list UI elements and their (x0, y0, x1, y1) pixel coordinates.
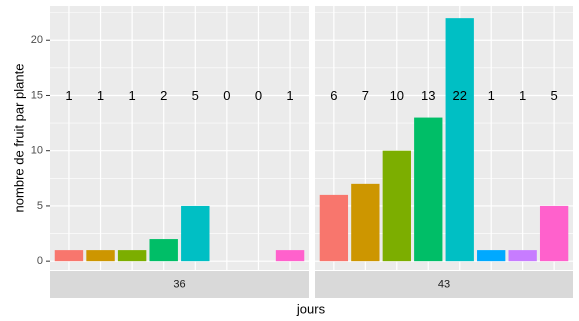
panel-background (50, 6, 309, 270)
bar (351, 183, 380, 262)
x-axis-title: jours (296, 302, 326, 317)
data-label: 13 (421, 88, 435, 103)
facet-panels: 1 1 1 2 5 0 0 1 36 6 7 10 13 22 1 1 5 43 (50, 6, 573, 298)
bar (275, 250, 305, 262)
bar (54, 250, 84, 262)
data-label: 1 (488, 88, 495, 103)
y-tick-label: 15 (31, 89, 43, 101)
data-label: 0 (223, 88, 230, 103)
y-axis-title: nombre de fruit par plante (12, 64, 27, 213)
bar (382, 150, 411, 262)
data-label: 6 (330, 88, 337, 103)
bar (117, 250, 147, 262)
bar (319, 194, 349, 262)
bar (414, 117, 443, 262)
facet-strip-label: 36 (173, 279, 185, 291)
facet-panel: 1 1 1 2 5 0 0 1 36 (50, 6, 309, 298)
bar (508, 250, 537, 262)
data-label: 10 (390, 88, 404, 103)
data-label: 5 (551, 88, 558, 103)
y-tick-label: 10 (31, 145, 43, 157)
facet-strip (50, 271, 309, 298)
bar (181, 205, 210, 262)
data-label: 1 (129, 88, 136, 103)
facet-panel: 6 7 10 13 22 1 1 5 43 (315, 6, 573, 298)
data-label: 1 (97, 88, 104, 103)
y-axis: 0 5 10 15 20 (31, 34, 50, 267)
bar (477, 250, 506, 262)
bar (445, 18, 474, 262)
data-label: 22 (452, 88, 466, 103)
data-label: 7 (362, 88, 369, 103)
y-tick-label: 0 (37, 255, 43, 267)
bar (539, 205, 569, 262)
data-label: 0 (255, 88, 262, 103)
bar (86, 250, 115, 262)
facet-strip-label: 43 (438, 279, 450, 291)
bar (149, 239, 178, 262)
facet-strip (315, 271, 573, 298)
y-tick-label: 5 (37, 200, 43, 212)
data-label: 1 (65, 88, 72, 103)
data-label: 1 (286, 88, 293, 103)
data-label: 5 (192, 88, 199, 103)
data-label: 2 (160, 88, 167, 103)
y-tick-label: 20 (31, 34, 43, 46)
data-label: 1 (519, 88, 526, 103)
